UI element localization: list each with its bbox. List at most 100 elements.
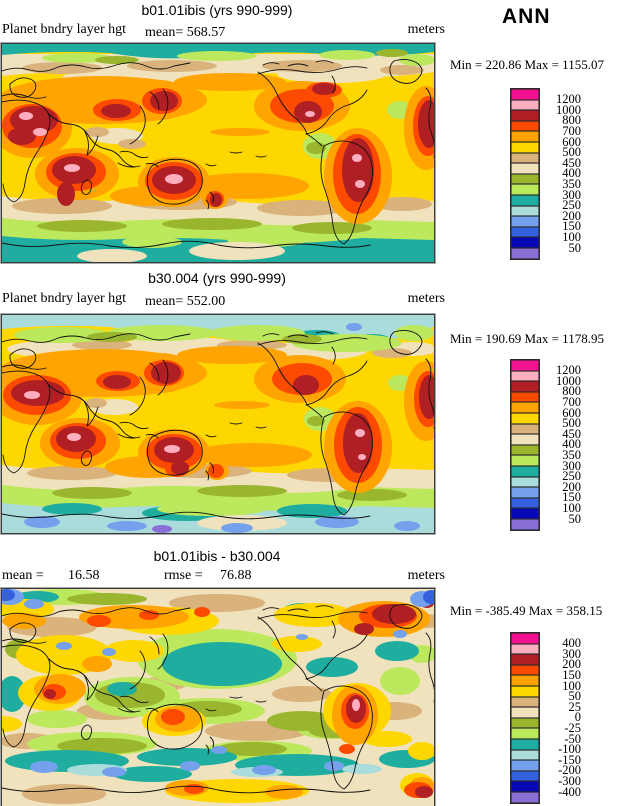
- legend-color-bar: [510, 359, 540, 531]
- legend-tick-label: 300: [562, 646, 581, 661]
- panel1-mean-label: mean=: [145, 25, 184, 40]
- legend-tick-label: 450: [562, 426, 581, 441]
- panel2-mean-value: 552.00: [186, 294, 226, 309]
- legend-tick-label: 100: [562, 500, 581, 515]
- legend-tick-label: 800: [562, 384, 581, 399]
- panel3-title: b01.01ibis - b30.004: [153, 548, 281, 564]
- legend-color-bar: [510, 632, 540, 804]
- legend-color-box: [511, 654, 539, 665]
- legend-tick-label: 0: [574, 710, 581, 725]
- legend-color-box: [511, 476, 539, 488]
- legend-color-box: [511, 423, 539, 435]
- panel3-info-line: mean = 16.58 rmse = 76.88 meters: [2, 568, 445, 584]
- legend-color-box: [511, 781, 539, 792]
- legend-tick-label: -150: [558, 752, 581, 767]
- legend-color-box: [511, 633, 539, 644]
- legend-color-box: [511, 152, 539, 164]
- legend-color-box: [511, 381, 539, 392]
- legend-tick-label: 600: [562, 134, 581, 149]
- legend-tick-label: 50: [568, 511, 582, 526]
- legend-tick-label: 150: [562, 490, 581, 505]
- legend-color-box: [511, 120, 539, 132]
- legend-tick-label: 200: [562, 657, 581, 672]
- legend-color-box: [511, 184, 539, 195]
- legend-color-box: [511, 360, 539, 371]
- panel1-legend: 1200 1000 800 700 600 500 450 400 350 300 250 200 15…: [510, 88, 590, 260]
- panel1-info-line: Planet bndry layer hgt mean= 568.57 mete…: [2, 22, 445, 40]
- legend-tick-label: 200: [562, 208, 581, 223]
- legend-color-box: [511, 643, 539, 655]
- legend-tick-label: -200: [558, 763, 581, 778]
- legend-color-box: [511, 770, 539, 782]
- legend-tick-label: 250: [562, 469, 581, 484]
- panel2-info-line: Planet bndry layer hgt mean= 552.00 mete…: [2, 291, 445, 310]
- panel2-variable-label: Planet bndry layer hgt: [2, 291, 127, 306]
- legend-color-box: [511, 434, 539, 445]
- legend-color-box: [511, 412, 539, 424]
- legend-tick-label: 300: [562, 187, 581, 202]
- legend-tick-label: 1000: [556, 102, 581, 117]
- legend-tick-label: 700: [562, 123, 581, 138]
- legend-tick-label: 500: [562, 416, 581, 431]
- legend-color-box: [511, 444, 539, 456]
- panel2-max: Max = 1178.95: [524, 331, 604, 346]
- panel2-legend: 1200 1000 800 700 600 500 450 400 350 300 250 200 15…: [510, 359, 590, 531]
- legend-color-box: [511, 497, 539, 509]
- legend-tick-label: 350: [562, 176, 581, 191]
- legend-color-box: [511, 226, 539, 238]
- panel2-min: Min = 190.69: [450, 331, 522, 346]
- legend-tick-label: 400: [562, 636, 581, 651]
- legend-color-box: [511, 717, 539, 729]
- panel3-mean-label: mean =: [2, 568, 44, 583]
- panel2-map-graphic: [2, 315, 434, 533]
- legend-color-box: [511, 237, 539, 248]
- panel3-min: Min = -385.49: [450, 603, 526, 618]
- legend-color-box: [511, 402, 539, 413]
- panel2-mean: mean= 552.00: [145, 294, 225, 310]
- panel3-rmse-label: rmse =: [164, 568, 203, 583]
- legend-color-box: [511, 664, 539, 676]
- legend-color-box: [511, 173, 539, 185]
- legend-tick-label: 1000: [556, 373, 581, 388]
- legend-color-box: [511, 465, 539, 477]
- legend-tick-label: 150: [562, 667, 581, 682]
- legend-color-box: [511, 89, 539, 100]
- legend-tick-label: 400: [562, 437, 581, 452]
- legend-tick-label: 800: [562, 113, 581, 128]
- legend-color-box: [511, 707, 539, 718]
- legend-tick-label: 25: [568, 699, 582, 714]
- legend-tick-label: 200: [562, 479, 581, 494]
- legend-tick-label: -50: [564, 731, 581, 746]
- legend-color-box: [511, 391, 539, 403]
- legend-color-box: [511, 455, 539, 466]
- legend-tick-label: 50: [568, 689, 582, 704]
- legend-color-box: [511, 487, 539, 498]
- panel1-variable-label: Planet bndry layer hgt: [2, 22, 127, 37]
- legend-color-box: [511, 247, 539, 259]
- legend-color-box: [511, 141, 539, 153]
- legend-color-box: [511, 728, 539, 739]
- legend-tick-label: -300: [558, 773, 581, 788]
- legend-color-box: [511, 791, 539, 803]
- panel1-min: Min = 220.86: [450, 57, 522, 72]
- legend-tick-label: 350: [562, 447, 581, 462]
- panel3-legend: 400 300 200 150 100 50 25 0 -25 -50 -100 -150 -200 -3…: [510, 632, 590, 804]
- legend-tick-label: 100: [562, 678, 581, 693]
- legend-color-box: [511, 760, 539, 771]
- legend-tick-label: -400: [558, 784, 581, 799]
- legend-color-box: [511, 508, 539, 519]
- legend-tick-label: 150: [562, 219, 581, 234]
- legend-color-box: [511, 131, 539, 142]
- panel1-map-graphic: [2, 44, 434, 262]
- legend-color-box: [511, 370, 539, 382]
- panel1-map: [0, 42, 436, 264]
- legend-tick-label: 1200: [556, 363, 581, 378]
- legend-color-box: [511, 163, 539, 174]
- legend-color-box: [511, 696, 539, 708]
- panel2-mean-label: mean=: [145, 294, 184, 309]
- panel3-map-graphic: [2, 589, 434, 806]
- legend-tick-label: 300: [562, 458, 581, 473]
- panel1-mean-value: 568.57: [186, 25, 226, 40]
- panel3-minmax: Min = -385.49 Max = 358.15: [450, 603, 634, 619]
